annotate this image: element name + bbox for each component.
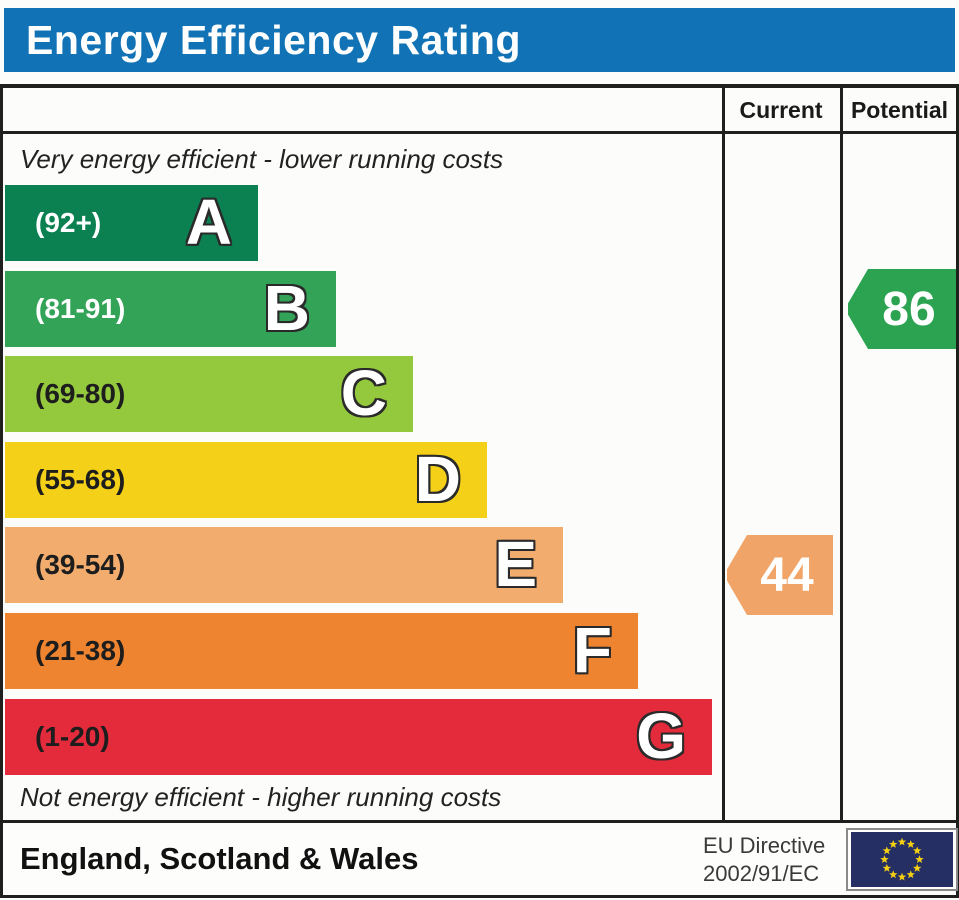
- title-bar: Energy Efficiency Rating: [4, 8, 955, 72]
- band-d-range-label: (55-68): [35, 464, 126, 495]
- band-f-range-label: (21-38): [35, 635, 126, 666]
- band-b-letter: B: [263, 272, 310, 344]
- band-b-range-label: (81-91): [35, 293, 126, 324]
- region-label: England, Scotland & Wales: [20, 841, 419, 876]
- eu-directive-line2: 2002/91/EC: [703, 861, 820, 886]
- potential-column-divider: [840, 84, 843, 823]
- header-separator-line: [0, 131, 959, 134]
- potential-rating-value: 86: [882, 282, 936, 336]
- current-rating-value: 44: [760, 548, 814, 602]
- band-e: (39-54) E: [5, 527, 563, 603]
- band-a: (92+) A: [5, 185, 258, 261]
- band-a-range-label: (92+): [35, 207, 102, 238]
- footer-bar: England, Scotland & Wales EU Directive 2…: [0, 820, 959, 898]
- band-e-letter: E: [494, 528, 537, 600]
- top-note: Very energy efficient - lower running co…: [20, 144, 504, 174]
- band-f: (21-38) F: [5, 613, 638, 689]
- band-g: (1-20) G: [5, 699, 712, 775]
- band-d-letter: D: [414, 443, 461, 515]
- band-c-range-label: (69-80): [35, 378, 126, 409]
- current-column-divider: [722, 84, 725, 823]
- current-column-header: Current: [739, 97, 823, 123]
- potential-rating-arrow: 86: [848, 269, 956, 349]
- band-c: (69-80) C: [5, 356, 413, 432]
- band-e-range-label: (39-54): [35, 549, 126, 580]
- band-g-range-label: (1-20): [35, 721, 110, 752]
- table-left-border: [0, 84, 3, 823]
- bottom-note: Not energy efficient - higher running co…: [20, 782, 502, 812]
- table-right-border: [956, 84, 959, 823]
- table-top-border: [0, 84, 959, 88]
- page-title: Energy Efficiency Rating: [26, 16, 522, 63]
- eu-directive-label: EU Directive 2002/91/EC: [703, 832, 825, 888]
- band-a-letter: A: [185, 186, 232, 258]
- band-b: (81-91) B: [5, 271, 336, 347]
- current-rating-arrow: 44: [727, 535, 833, 615]
- eu-flag-icon: [846, 828, 958, 891]
- eu-directive-line1: EU Directive: [703, 833, 826, 858]
- band-g-letter: G: [636, 700, 686, 772]
- band-f-letter: F: [572, 614, 612, 686]
- band-d: (55-68) D: [5, 442, 487, 518]
- potential-column-header: Potential: [850, 97, 949, 123]
- band-c-letter: C: [340, 357, 387, 429]
